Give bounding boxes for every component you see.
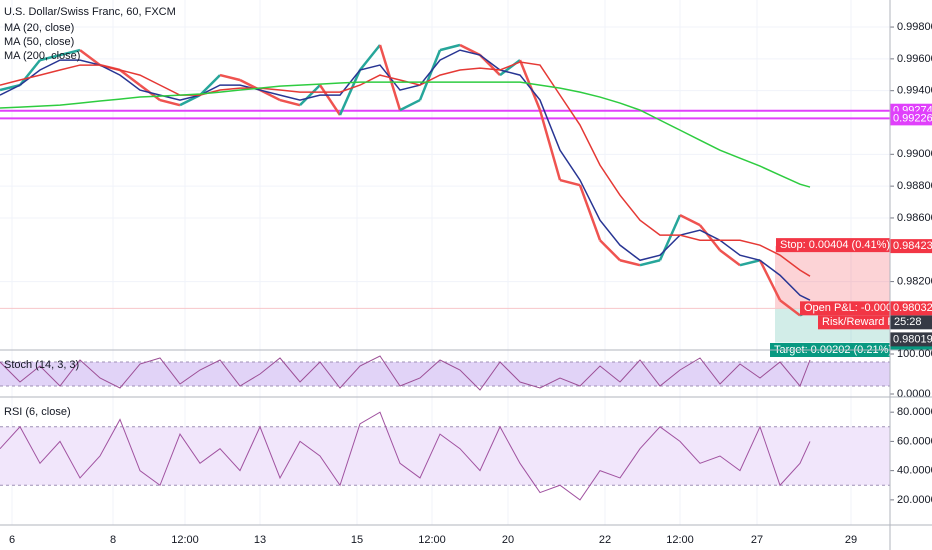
price-segment — [418, 49, 442, 101]
annotation-box — [776, 238, 890, 253]
price-segment — [719, 249, 741, 267]
price-segment — [59, 48, 81, 57]
y-tick-label: 60.0000 — [897, 435, 932, 447]
pane-title: Stoch (14, 3, 3) — [4, 359, 79, 371]
price-segment — [318, 84, 342, 116]
price-label: 0.98032 — [893, 302, 932, 314]
price-segment — [538, 109, 562, 181]
price-segment — [0, 83, 21, 92]
x-tick-label: 20 — [502, 534, 514, 546]
x-tick-label: 8 — [110, 534, 116, 546]
band — [0, 426, 890, 486]
x-tick-label: 12:00 — [666, 534, 694, 546]
annotation-box — [890, 315, 932, 330]
price-segment — [439, 43, 461, 52]
price-segment — [79, 49, 101, 67]
price-segment — [779, 299, 801, 317]
price-segment — [459, 43, 481, 57]
price-segment — [338, 69, 362, 116]
indicator-line — [0, 411, 811, 501]
annotation-box — [818, 315, 890, 330]
price-segment — [599, 239, 621, 262]
price-segment — [359, 44, 381, 71]
price-segment — [399, 98, 421, 112]
price-label-box — [890, 301, 932, 316]
annotation: Open P&L: -0.00013, — [804, 302, 907, 314]
legend-entry: MA (20, close) — [4, 22, 74, 34]
ma-line — [0, 81, 811, 188]
x-tick-label: 29 — [845, 534, 857, 546]
price-segment — [119, 69, 141, 87]
legend-entry: MA (50, close) — [4, 36, 74, 48]
price-segment — [578, 184, 602, 241]
price-segment — [199, 74, 221, 97]
y-tick-label: 40.0000 — [897, 465, 932, 477]
x-tick-label: 27 — [751, 534, 763, 546]
price-segment — [19, 59, 41, 86]
x-tick-label: 22 — [599, 534, 611, 546]
x-tick-label: 6 — [9, 534, 15, 546]
y-tick-label: 0.0000 — [897, 388, 931, 400]
price-segment — [679, 213, 701, 227]
price-segment — [219, 73, 241, 82]
pane-title: RSI (6, close) — [4, 406, 71, 418]
stop-zone — [775, 246, 890, 309]
y-tick-label: 100.0000 — [897, 348, 932, 360]
y-tick-label: 80.0000 — [897, 406, 932, 418]
price-label-box — [890, 111, 932, 126]
annotation: 25:28 — [894, 316, 922, 328]
price-segment — [758, 259, 782, 301]
annotation: Stop: 0.00404 (0.41%) 40 — [780, 239, 905, 251]
price-label: 0.99226 — [893, 112, 932, 124]
y-tick-label: 0.98200 — [897, 275, 932, 287]
price-label: 0.98019 — [893, 333, 932, 345]
price-segment — [699, 224, 721, 252]
y-tick-label: 20.0000 — [897, 494, 932, 506]
x-tick-label: 12:00 — [171, 534, 199, 546]
price-segment — [299, 84, 321, 107]
ma-line — [0, 49, 811, 301]
price-label-box — [890, 239, 932, 254]
price-label-box — [890, 332, 932, 347]
price-label: 0.98423 — [893, 240, 932, 252]
band — [0, 362, 890, 386]
price-segment — [279, 98, 301, 107]
x-tick-label: 13 — [254, 534, 266, 546]
chart-title: U.S. Dollar/Swiss Franc, 60, FXCM — [4, 6, 176, 18]
x-tick-label: 15 — [351, 534, 363, 546]
price-segment — [39, 53, 61, 62]
price-segment — [639, 259, 661, 267]
price-segment — [739, 259, 761, 267]
x-tick-label: 12:00 — [418, 534, 446, 546]
legend-entry: MA (200, close) — [4, 50, 80, 62]
price-segment — [159, 98, 181, 107]
price-segment — [179, 94, 201, 107]
price-segment — [259, 88, 281, 102]
price-segment — [518, 59, 542, 111]
annotation-box — [800, 301, 890, 316]
indicator-line — [0, 355, 811, 391]
price-segment — [619, 259, 641, 267]
annotation: Risk/Reward Rat — [822, 316, 905, 328]
price-segment — [559, 178, 581, 187]
